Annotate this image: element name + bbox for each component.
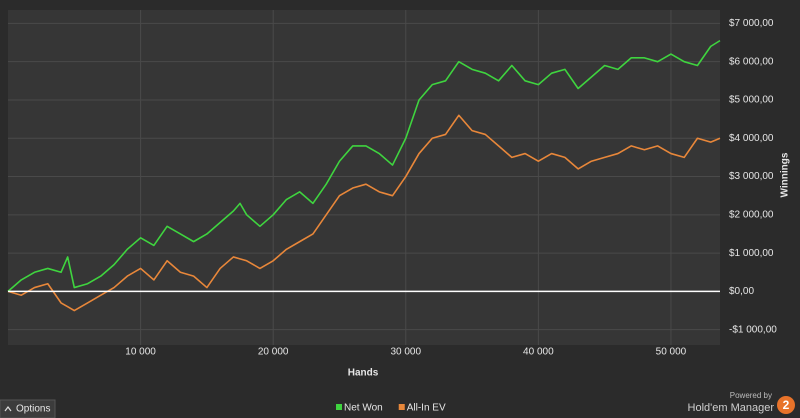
x-tick-label: 20 000 xyxy=(258,347,289,358)
caret-icon[interactable] xyxy=(4,406,12,412)
plot-area xyxy=(8,10,720,345)
legend-label: All-In EV xyxy=(407,403,446,414)
powered-by: Powered by xyxy=(730,391,772,400)
y-tick-label: $1 000,00 xyxy=(729,248,774,259)
y-tick-label: -$1 000,00 xyxy=(729,324,777,335)
brand-name: Hold'em Manager xyxy=(688,402,775,414)
x-tick-label: 50 000 xyxy=(656,347,687,358)
y-tick-label: $2 000,00 xyxy=(729,209,774,220)
series-line xyxy=(7,114,721,312)
y-tick-label: $4 000,00 xyxy=(729,133,774,144)
legend-swatch xyxy=(336,404,342,410)
x-tick-label: 10 000 xyxy=(125,347,156,358)
y-tick-label: $3 000,00 xyxy=(729,171,774,182)
series-line xyxy=(7,39,721,293)
brand-logo xyxy=(777,396,795,414)
legend-swatch xyxy=(398,404,405,410)
options-button-bg[interactable] xyxy=(0,399,56,418)
y-axis-title: Winnings xyxy=(780,152,791,197)
x-tick-label: 40 000 xyxy=(523,347,554,358)
y-tick-label: $6 000,00 xyxy=(729,56,774,67)
options-button[interactable]: Options xyxy=(0,399,56,418)
y-tick-label: $5 000,00 xyxy=(729,95,774,106)
legend-label: Net Won xyxy=(344,403,383,414)
y-tick-label: $0,00 xyxy=(729,286,754,297)
y-tick-label: $7 000,00 xyxy=(729,18,774,29)
options-label[interactable]: Options xyxy=(16,404,50,415)
brand-logo-text: 2 xyxy=(783,398,790,412)
x-axis-title: Hands xyxy=(348,368,379,379)
x-tick-label: 30 000 xyxy=(390,347,421,358)
